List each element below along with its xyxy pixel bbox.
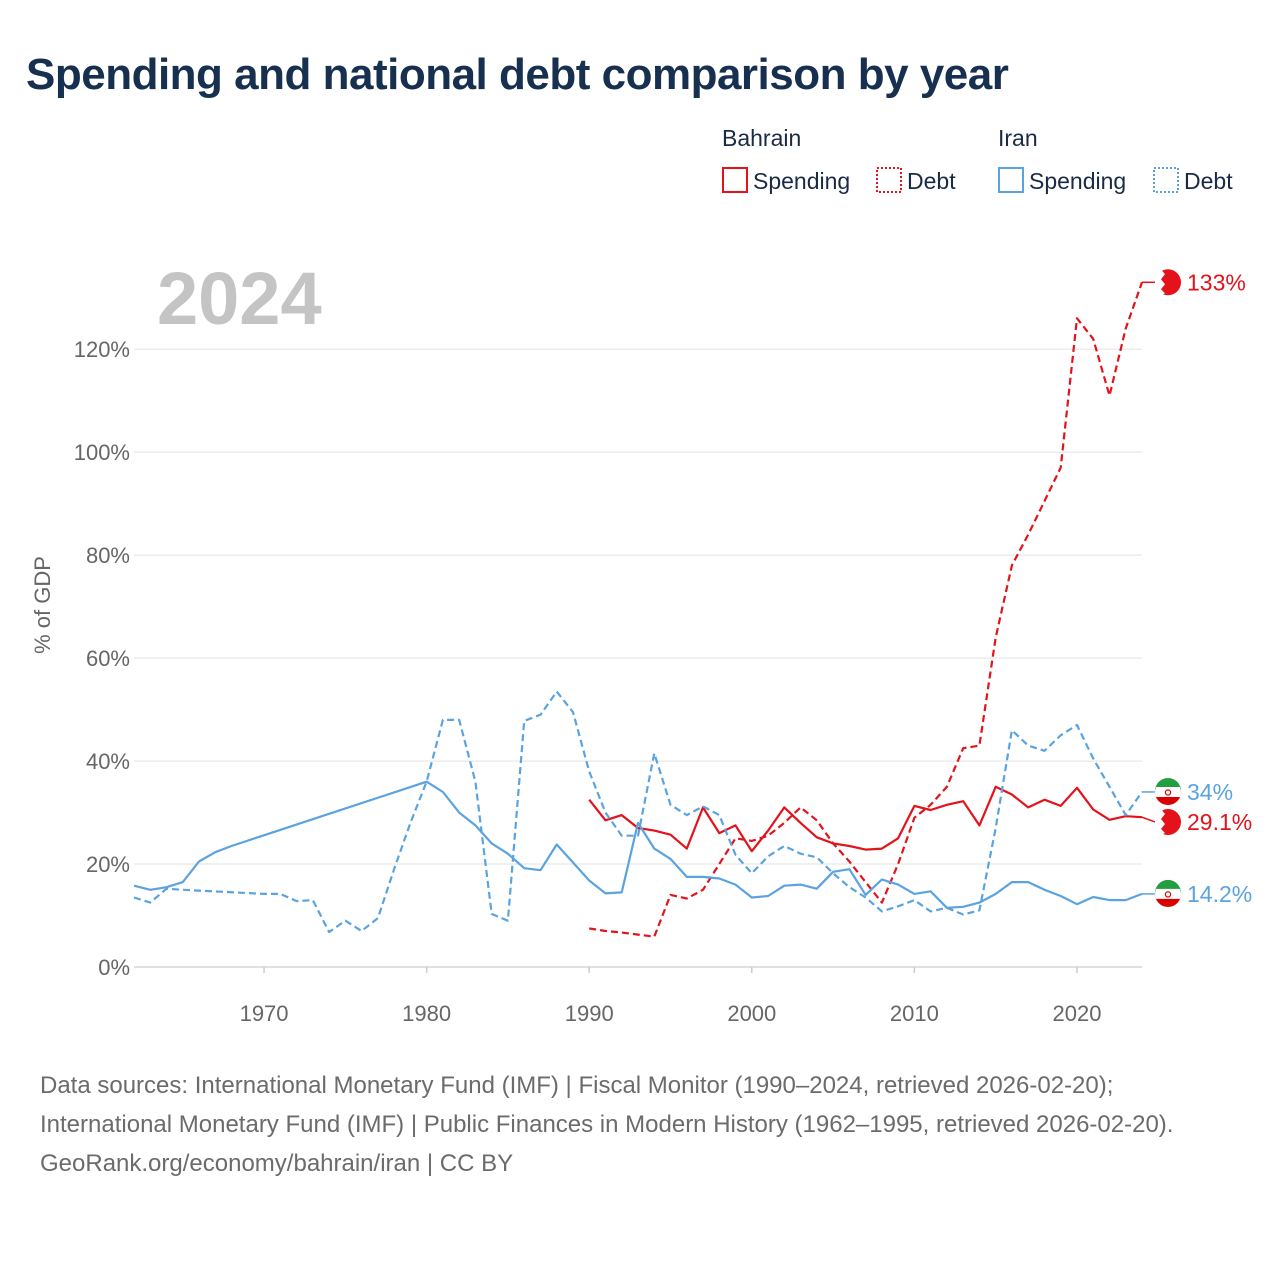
- y-tick-label: 20%: [86, 852, 130, 877]
- attribution-link[interactable]: GeoRank.org/economy/bahrain/iran | CC BY: [40, 1150, 514, 1177]
- x-tick-label: 2000: [727, 1001, 776, 1026]
- iran-flag-green: [1155, 879, 1181, 893]
- iran-flag-red: [1156, 796, 1180, 805]
- y-axis: 0% 20% 40% 60% 80% 100% 120%: [74, 337, 130, 980]
- end-marker-iran-spending: 14.2%: [1142, 879, 1252, 908]
- legend-swatch-bahrain-spending[interactable]: [722, 167, 748, 193]
- legend-title-iran: Iran: [998, 125, 1038, 151]
- gridlines: [134, 348, 1142, 968]
- series-line-iran-spending[interactable]: [133, 780, 1143, 909]
- iran-emblem: [1164, 891, 1172, 898]
- iran-flag-red: [1156, 898, 1180, 907]
- legend-swatch-iran-debt[interactable]: [1153, 167, 1179, 193]
- legend-swatch-bahrain-debt[interactable]: [876, 167, 902, 193]
- footer: Data sources: International Monetary Fun…: [40, 1066, 1240, 1183]
- end-marker-bahrain-debt: 133%: [1142, 269, 1246, 296]
- leader-line: [1141, 816, 1156, 823]
- y-tick-label: 100%: [74, 440, 130, 465]
- x-tick-label: 1990: [565, 1001, 614, 1026]
- end-value-label: 34%: [1187, 779, 1233, 805]
- x-tick-label: 2010: [890, 1001, 939, 1026]
- series-line-bahrain-debt[interactable]: [589, 281, 1144, 938]
- series-layer: [133, 281, 1144, 938]
- legend: Bahrain Spending Debt Iran Spending Debt: [722, 125, 1233, 194]
- end-labels: 29.1% 133% 14.2% 34%: [1141, 269, 1252, 908]
- bahrain-flag-band: [1155, 808, 1165, 835]
- data-sources: Data sources: International Monetary Fun…: [40, 1072, 1174, 1138]
- y-tick-label: 120%: [74, 337, 130, 362]
- x-tick-label: 1980: [402, 1001, 451, 1026]
- y-axis-label: % of GDP: [30, 556, 55, 654]
- legend-label-bahrain-spending[interactable]: Spending: [753, 168, 850, 194]
- y-tick-label: 80%: [86, 543, 130, 568]
- year-watermark: 2024: [157, 257, 322, 340]
- chart-title: Spending and national debt comparison by…: [26, 50, 1009, 99]
- series-line-bahrain-spending[interactable]: [588, 785, 1143, 853]
- x-tick-label: 1970: [240, 1001, 289, 1026]
- end-marker-bahrain-spending: 29.1%: [1141, 808, 1252, 835]
- end-marker-iran-debt: 34%: [1142, 777, 1233, 806]
- legend-label-iran-debt[interactable]: Debt: [1184, 168, 1233, 194]
- legend-label-iran-spending[interactable]: Spending: [1029, 168, 1126, 194]
- y-tick-label: 0%: [98, 955, 130, 980]
- x-axis: 1970 1980 1990 2000 2010 2020: [240, 967, 1101, 1026]
- series-line-iran-debt[interactable]: [133, 690, 1143, 934]
- legend-swatch-iran-spending[interactable]: [998, 167, 1024, 193]
- x-tick-label: 2020: [1052, 1001, 1101, 1026]
- y-tick-label: 40%: [86, 749, 130, 774]
- bahrain-flag-band: [1155, 269, 1165, 296]
- legend-title-bahrain: Bahrain: [722, 125, 801, 151]
- end-value-label: 133%: [1187, 269, 1246, 295]
- iran-emblem: [1164, 789, 1172, 796]
- end-value-label: 29.1%: [1187, 809, 1252, 835]
- y-tick-label: 60%: [86, 646, 130, 671]
- legend-label-bahrain-debt[interactable]: Debt: [907, 168, 956, 194]
- end-value-label: 14.2%: [1187, 881, 1252, 907]
- iran-flag-green: [1155, 777, 1181, 791]
